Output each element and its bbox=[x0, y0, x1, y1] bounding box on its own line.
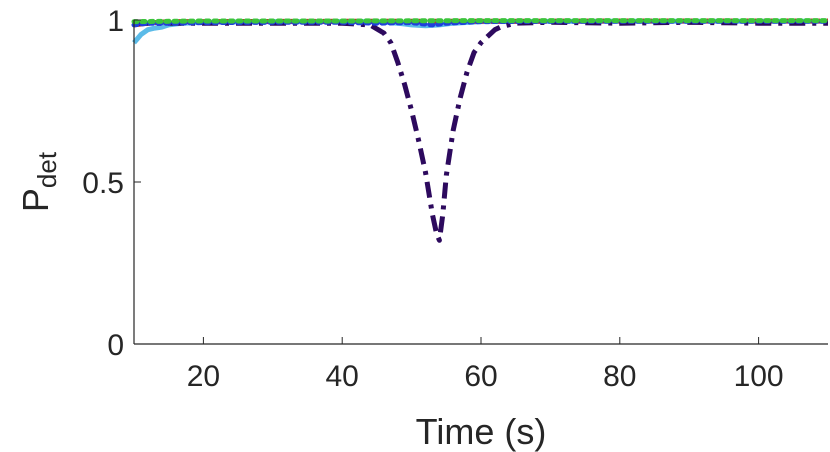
axes-layer bbox=[133, 20, 828, 345]
x-tick-label: 60 bbox=[464, 360, 497, 393]
series-line-3 bbox=[134, 19, 828, 243]
y-tick-label: 0.5 bbox=[82, 167, 124, 200]
y-tick-label: 0 bbox=[107, 329, 124, 362]
series-line-5 bbox=[131, 18, 830, 25]
series-layer bbox=[131, 18, 830, 243]
x-tick-label: 20 bbox=[187, 360, 220, 393]
x-axis-label: Time (s) bbox=[416, 411, 547, 452]
ticks-layer: 20 40 60 80 100 0 0.5 1 bbox=[82, 5, 783, 393]
y-axis-label-main: P bbox=[15, 188, 56, 212]
x-tick-label: 40 bbox=[326, 360, 359, 393]
y-axis-label: Pdet bbox=[15, 151, 62, 212]
y-axis-label-sub: det bbox=[32, 151, 62, 188]
x-tick-label: 100 bbox=[734, 360, 784, 393]
x-tick-label: 80 bbox=[603, 360, 636, 393]
y-tick-label: 1 bbox=[107, 5, 124, 38]
